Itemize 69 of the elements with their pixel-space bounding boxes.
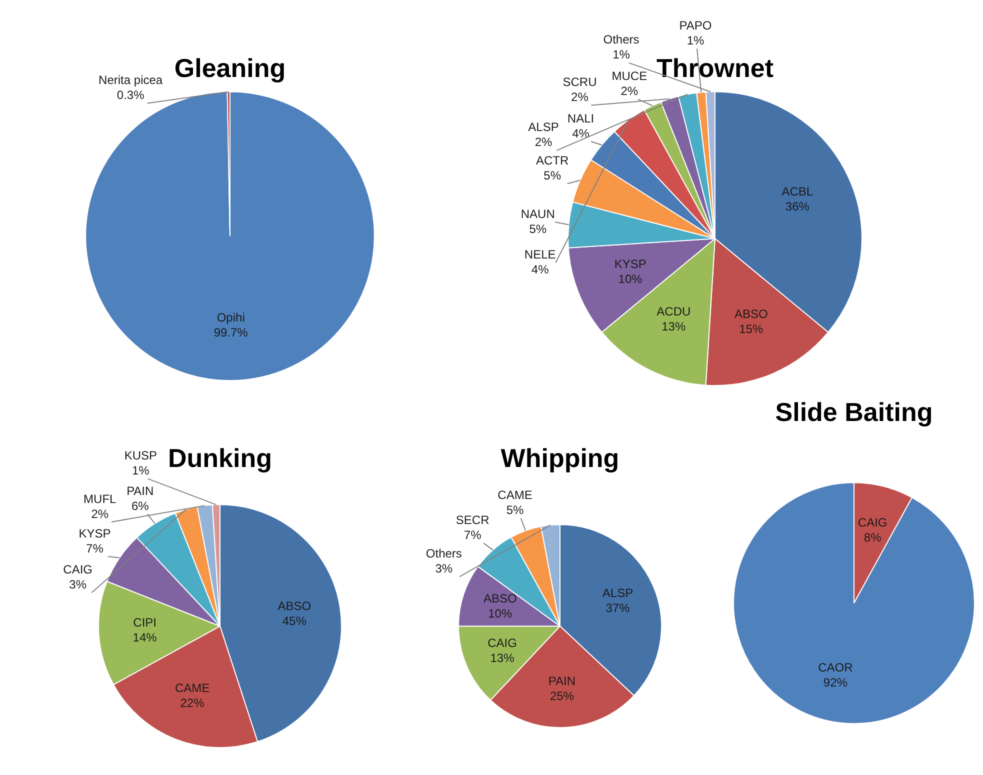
data-label: 2% — [571, 90, 589, 104]
data-label: 1% — [612, 48, 630, 62]
slice-label: ABSO — [278, 599, 312, 614]
data-label: 1% — [132, 463, 150, 478]
slice-label: PAIN — [126, 484, 154, 498]
slice-label: ALSP — [528, 120, 559, 134]
data-label: 5% — [506, 503, 524, 518]
slice-label: KYSP — [78, 526, 111, 540]
data-label: 2% — [91, 506, 109, 521]
data-label: 37% — [606, 600, 630, 615]
data-label: 7% — [464, 528, 482, 542]
data-label: 3% — [435, 561, 453, 576]
chart-title: Whipping — [500, 442, 620, 473]
slice-label: ACDU — [656, 304, 691, 319]
slice-label: CAME — [174, 680, 210, 695]
data-label: 1% — [686, 33, 705, 48]
data-label: 13% — [490, 650, 515, 665]
chart-title: Gleaning — [174, 52, 286, 83]
data-label: 45% — [282, 614, 307, 628]
slice-label: KUSP — [124, 448, 158, 462]
data-label: 8% — [864, 530, 882, 545]
data-label: 7% — [86, 541, 104, 556]
slice-label: ACTR — [536, 154, 570, 168]
slice-label: PAIN — [548, 674, 576, 688]
data-label: 3% — [69, 577, 87, 592]
slice-label: ALSP — [602, 586, 634, 600]
data-label: 0.3% — [116, 88, 145, 102]
data-label: 22% — [180, 696, 205, 710]
slice-label: Opihi — [216, 310, 245, 324]
slice-label: CIPI — [133, 616, 156, 630]
data-label: 6% — [131, 498, 150, 513]
data-label: 5% — [529, 222, 547, 236]
slice-label: CAOR — [818, 660, 854, 674]
slice-label: NAUN — [520, 206, 555, 221]
data-label: 4% — [531, 262, 550, 277]
data-label: 15% — [739, 322, 764, 336]
data-label: 5% — [544, 168, 562, 183]
slice-label: ABSO — [483, 591, 517, 606]
slice-label: CAIG — [858, 516, 888, 530]
text: Thrownet — [656, 52, 774, 83]
slice-label: MUFL — [84, 492, 117, 506]
data-label: 10% — [488, 606, 512, 620]
data-label: 2% — [620, 84, 638, 98]
data-label: 99.7% — [214, 325, 248, 340]
slice-label: NELE — [524, 248, 556, 262]
data-label: 10% — [618, 272, 643, 286]
chart-title: Dunking — [168, 442, 272, 473]
data-label: 14% — [132, 630, 158, 645]
slice-label: MUCE — [612, 69, 648, 84]
slice-label: Others — [603, 32, 640, 47]
slice-label: PAPO — [679, 18, 712, 32]
data-label: 2% — [534, 135, 552, 150]
data-label: 4% — [572, 126, 590, 140]
data-label: 36% — [785, 200, 810, 214]
slice-label: NALI — [567, 111, 594, 126]
slice-label: Others — [426, 546, 462, 560]
slice-label: ABSO — [734, 307, 768, 321]
slice-label: CAME — [498, 488, 532, 502]
data-label: 13% — [662, 320, 686, 334]
slice-label: ACBL — [782, 184, 814, 199]
chart-title: Slide Baiting — [775, 396, 933, 427]
slice-label: KYSP — [614, 256, 646, 271]
slice-label: Nerita picea — [98, 73, 163, 88]
slice-label: SCRU — [562, 75, 597, 90]
slice-label: SECR — [456, 513, 490, 528]
slice-label: CAIG — [63, 562, 93, 576]
slice-label: CAIG — [488, 636, 517, 650]
data-label: 92% — [823, 675, 848, 690]
data-label: 25% — [550, 688, 574, 703]
